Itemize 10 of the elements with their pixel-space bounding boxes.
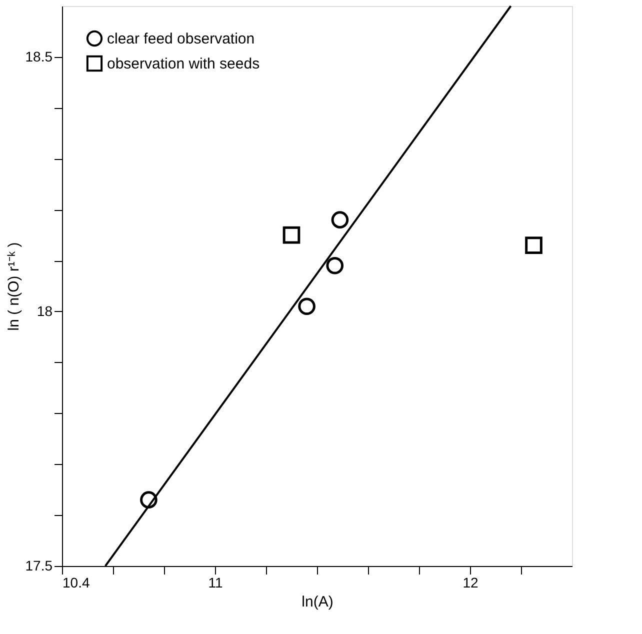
x-tick-label: 10.4 xyxy=(62,574,90,590)
y-axis-title: ln ( n(O) r¹⁻ᵏ ) xyxy=(5,242,22,331)
y-tick-label: 18.5 xyxy=(25,48,53,64)
x-tick-label: 11 xyxy=(208,574,223,590)
legend-label: observation with seeds xyxy=(107,56,260,72)
legend-label: clear feed observation xyxy=(107,30,255,48)
y-tick-label: 18 xyxy=(36,302,53,319)
y-tick-label: 17.5 xyxy=(25,558,53,574)
x-axis-title: ln(A) xyxy=(302,594,334,610)
x-tick-label: 12 xyxy=(462,574,478,590)
